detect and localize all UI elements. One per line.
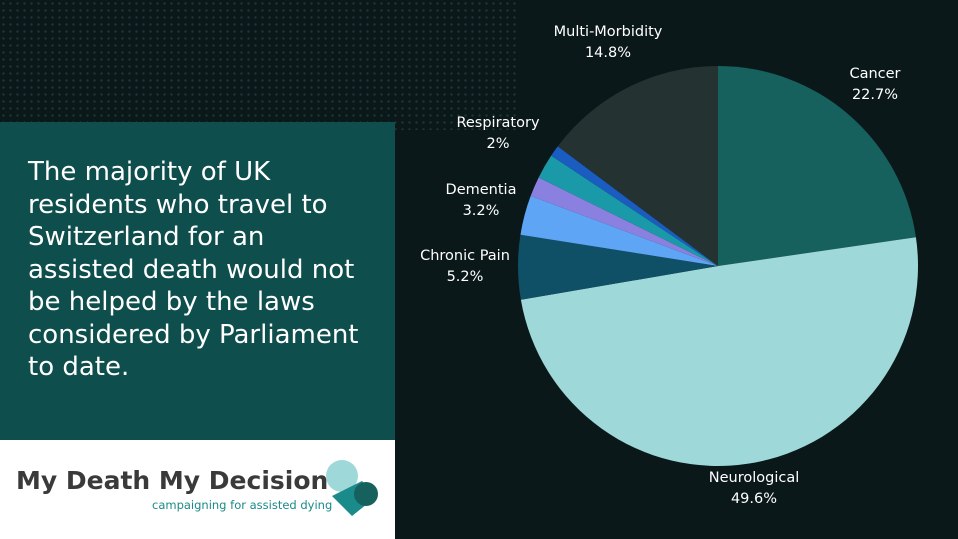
pie-slice — [518, 234, 718, 300]
slice-label: Respiratory — [456, 115, 539, 131]
slice-value-label: 22.7% — [852, 87, 898, 103]
pie-slice — [551, 146, 718, 266]
slice-label: Chronic Pain — [420, 248, 510, 264]
headline-panel: The majority of UK residents who travel … — [0, 122, 395, 440]
slice-value-label: 3.2% — [463, 203, 500, 219]
pie-slice — [538, 155, 718, 266]
pie-slice — [530, 177, 718, 266]
slice-label: Multi-Morbidity — [554, 24, 663, 40]
slice-label: Neurological — [709, 470, 800, 486]
logo-panel: My Death My Decision campaigning for ass… — [0, 440, 395, 539]
logo-tagline: campaigning for assisted dying — [152, 498, 333, 512]
slice-value-label: 5.2% — [447, 269, 484, 285]
logo-icon — [326, 460, 378, 516]
pie-slice — [520, 237, 918, 466]
slice-value-label: 49.6% — [731, 491, 777, 507]
pie-slice — [520, 195, 718, 266]
dot-pattern — [0, 0, 520, 130]
logo-name: My Death My Decision — [16, 466, 329, 495]
pie-slice — [718, 66, 916, 266]
pie-slice — [557, 66, 718, 266]
slice-value-label: 2% — [486, 136, 509, 152]
slice-label: Cancer — [849, 66, 900, 82]
slice-value-label: 14.8% — [585, 45, 631, 61]
headline: The majority of UK residents who travel … — [28, 157, 359, 382]
slice-label: Dementia — [446, 182, 517, 198]
